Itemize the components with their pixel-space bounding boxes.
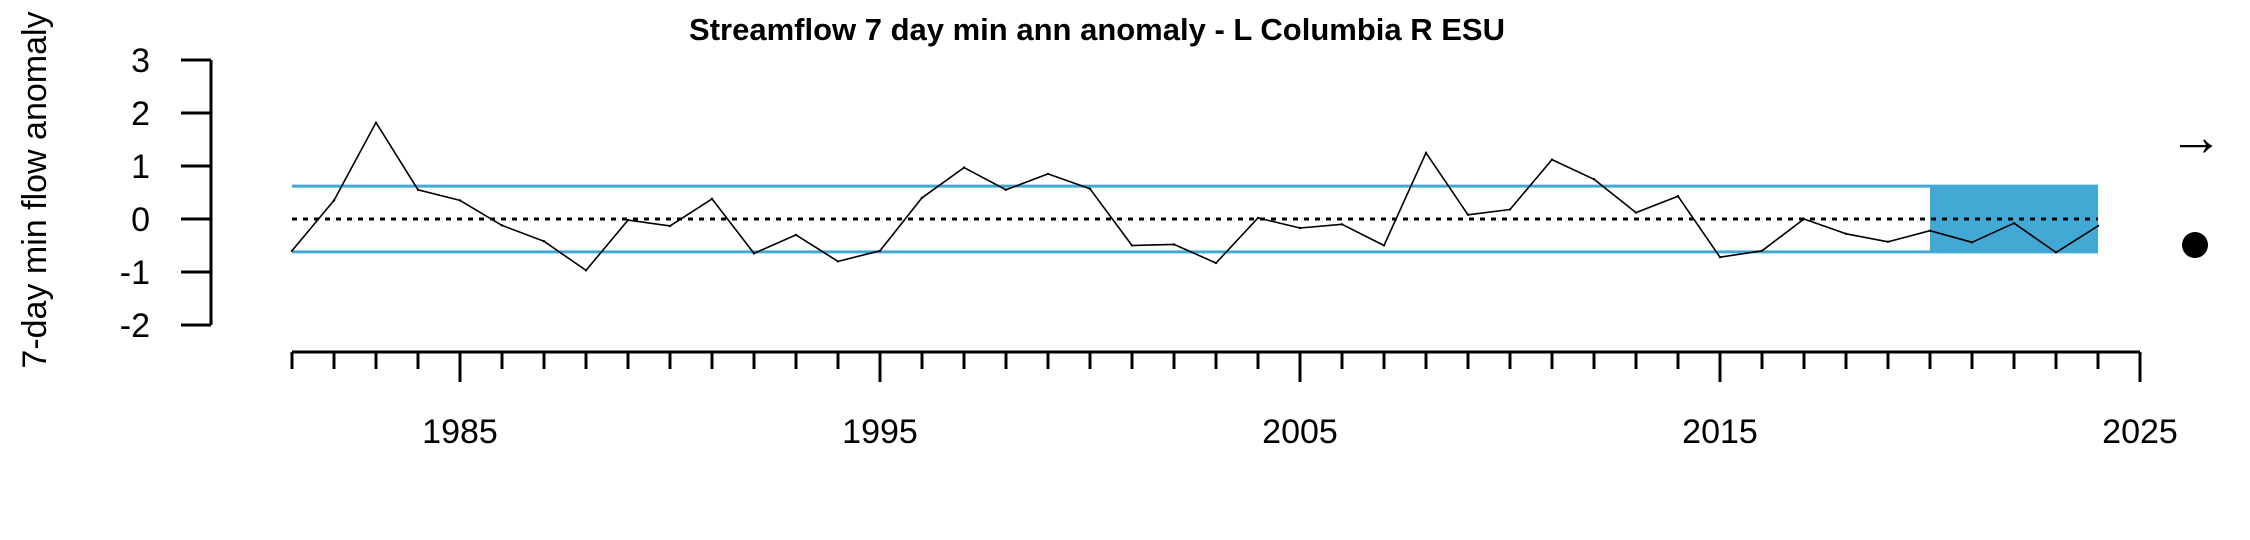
data-point [1004, 188, 1008, 192]
data-point [1256, 216, 1260, 220]
data-point [1928, 229, 1932, 232]
data-point [584, 269, 588, 272]
data-point [1718, 255, 1722, 259]
data-point [542, 240, 546, 243]
data-point [668, 224, 672, 228]
data-point [1676, 195, 1680, 198]
data-point [416, 188, 420, 192]
data-point [374, 121, 378, 124]
series-layer [290, 121, 2100, 272]
y-tick-label: 2 [131, 95, 150, 133]
data-point [1592, 178, 1596, 181]
y-tick-label: -1 [120, 254, 150, 292]
data-point [920, 196, 924, 199]
data-point [1046, 172, 1050, 176]
data-point [962, 166, 966, 169]
data-point [1130, 244, 1134, 247]
data-point [1844, 232, 1848, 236]
y-axis: 3 2 1 0 -1 -2 [120, 42, 213, 345]
data-point [1508, 208, 1512, 211]
data-point [1424, 151, 1428, 154]
x-axis: 1985 1995 2005 2015 2025 [290, 350, 2178, 451]
data-point [500, 224, 504, 227]
data-point [626, 218, 630, 222]
data-point [1634, 211, 1638, 214]
x-tick-label: 1985 [422, 413, 498, 451]
data-point [1550, 158, 1554, 161]
data-point [2012, 222, 2016, 225]
chart-title: Streamflow 7 day min ann anomaly - L Col… [689, 12, 1505, 47]
reference-lines [292, 184, 2098, 254]
data-point [1214, 261, 1218, 265]
data-point [1382, 244, 1386, 247]
data-point [1466, 213, 1470, 216]
data-point [752, 252, 756, 255]
y-tick-label: 3 [131, 42, 150, 80]
data-point [1298, 226, 1302, 230]
data-point [710, 197, 714, 201]
x-tick-label: 2005 [1262, 413, 1338, 451]
y-tick-label: 1 [131, 148, 150, 186]
y-tick-label: -2 [120, 307, 150, 345]
data-point [332, 199, 336, 202]
data-point [290, 249, 294, 252]
y-axis-label: 7-day min flow anomaly [16, 11, 54, 368]
data-point [1088, 187, 1092, 190]
trend-arrow-icon: → [2169, 107, 2223, 167]
status-dot-icon [2182, 232, 2208, 258]
data-point [1340, 223, 1344, 226]
data-point [836, 260, 840, 263]
data-point [1886, 240, 1890, 243]
series-line [291, 121, 2099, 272]
data-point [2096, 224, 2100, 228]
x-tick-label: 2015 [1682, 413, 1758, 451]
x-tick-label: 1995 [842, 413, 918, 451]
data-point [458, 199, 462, 202]
data-point [1760, 249, 1764, 252]
data-point [794, 233, 798, 237]
y-tick-label: 0 [131, 201, 150, 239]
data-point [1802, 217, 1806, 221]
data-point [2054, 251, 2058, 254]
x-tick-label: 2025 [2102, 413, 2178, 451]
data-point [878, 249, 882, 252]
data-point [1172, 243, 1176, 246]
data-point [1970, 241, 1974, 244]
